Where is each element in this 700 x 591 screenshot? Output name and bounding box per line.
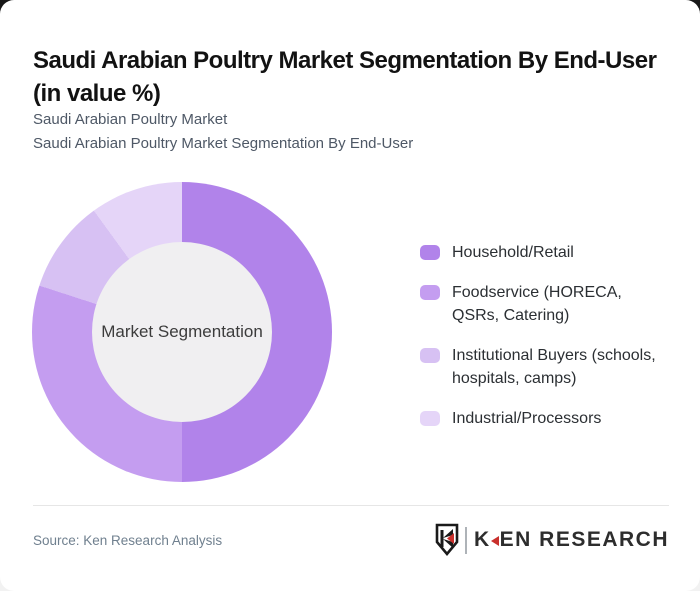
footer-divider (33, 505, 669, 506)
legend-label: Institutional Buyers (schools, hospitals… (452, 347, 656, 387)
subtitle-line-1: Saudi Arabian Poultry Market (33, 111, 228, 128)
chart-subtitle: Saudi Arabian Poultry Market Saudi Arabi… (33, 108, 653, 156)
ken-research-logo: K EN RESEARCH (434, 522, 669, 558)
legend-label: Foodservice (HORECA, QSRs, Catering) (452, 284, 622, 324)
logo-word-k: K (473, 528, 491, 551)
legend-swatch (420, 245, 440, 260)
legend-item[interactable]: Industrial/Processors (420, 407, 662, 430)
source-note: Source: Ken Research Analysis (33, 533, 223, 548)
logo-red-triangle-icon (490, 536, 499, 546)
logo-wordmark: K EN RESEARCH (474, 528, 669, 552)
legend-item[interactable]: Institutional Buyers (schools, hospitals… (420, 344, 662, 390)
logo-divider-bar (464, 526, 467, 554)
legend-swatch (420, 411, 440, 426)
legend-item[interactable]: Household/Retail (420, 241, 662, 264)
legend-swatch (420, 285, 440, 300)
donut-hole: Market Segmentation (92, 242, 272, 422)
donut-chart[interactable]: Market Segmentation (32, 182, 332, 482)
chart-legend: Household/Retail Foodservice (HORECA, QS… (420, 241, 662, 430)
donut-center-label: Market Segmentation (101, 322, 263, 341)
logo-word-rest: EN RESEARCH (499, 528, 669, 551)
legend-label: Household/Retail (452, 244, 574, 261)
subtitle-line-2: Saudi Arabian Poultry Market Segmentatio… (33, 135, 414, 152)
legend-swatch (420, 348, 440, 363)
legend-label: Industrial/Processors (452, 410, 602, 427)
shield-icon (435, 523, 459, 557)
legend-item[interactable]: Foodservice (HORECA, QSRs, Catering) (420, 281, 662, 327)
chart-title: Saudi Arabian Poultry Market Segmentatio… (33, 47, 657, 108)
